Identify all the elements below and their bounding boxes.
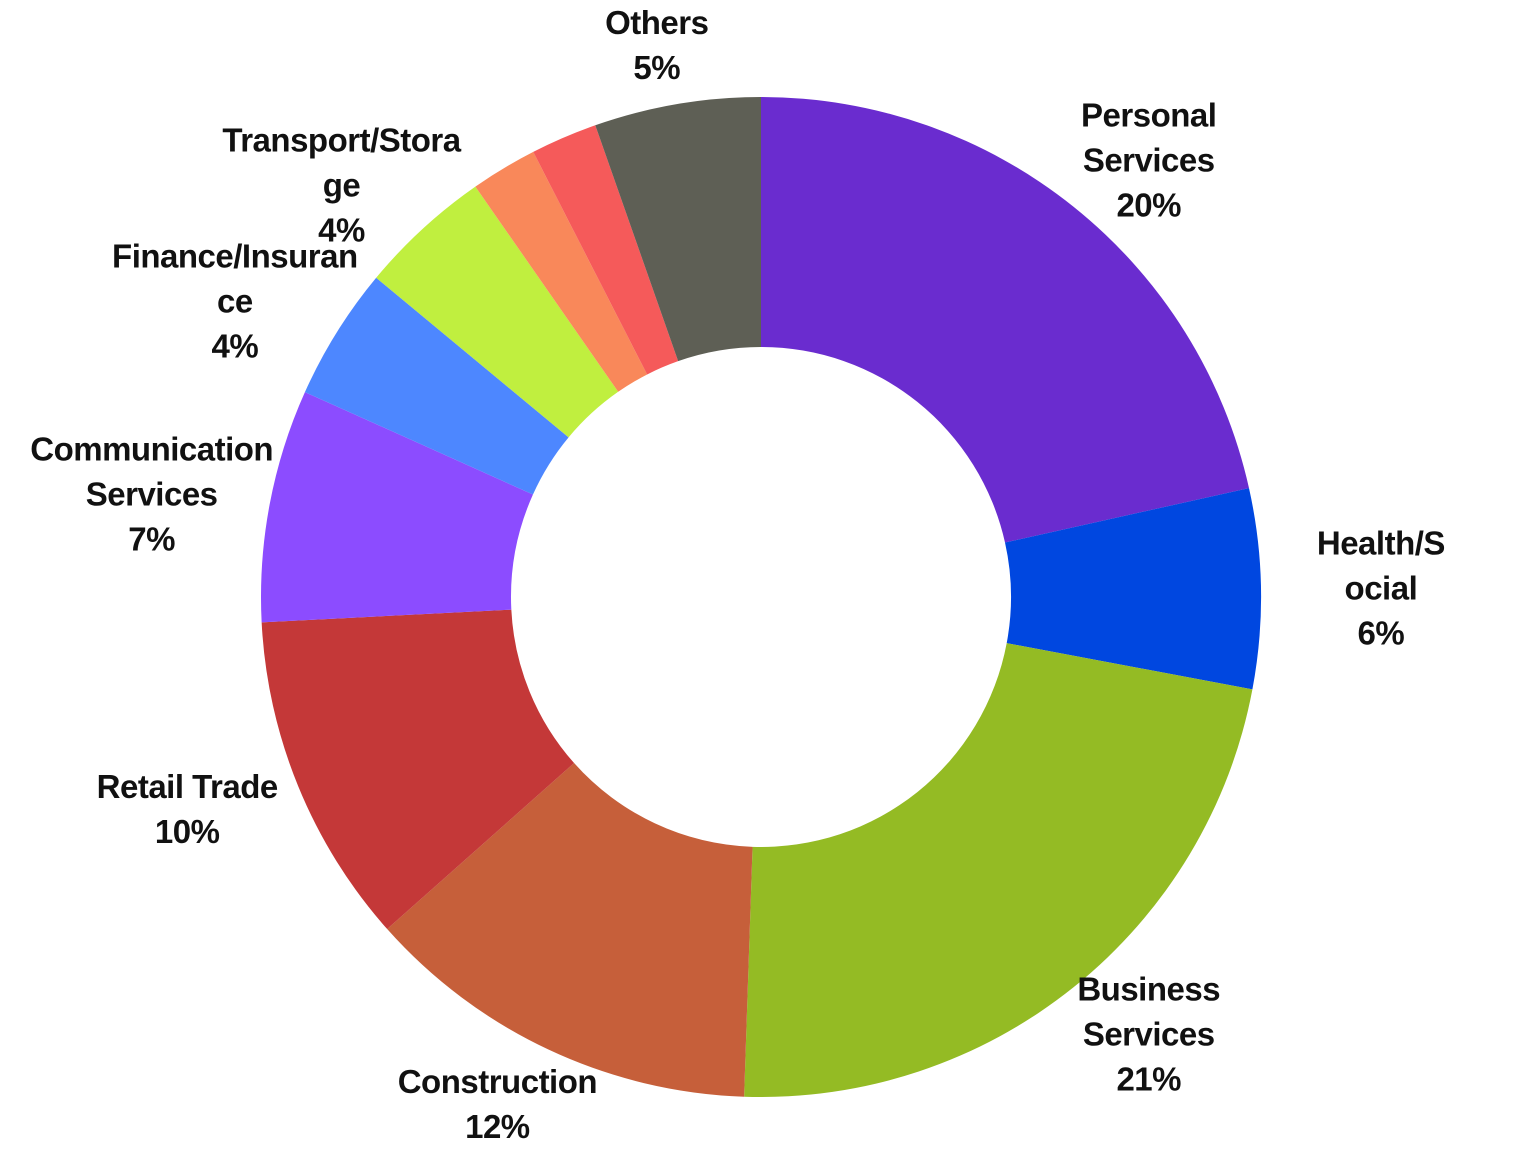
value-label: 4% (211, 327, 259, 365)
slice-label: Others 5% (605, 0, 709, 90)
value-label: 21% (1116, 1060, 1181, 1098)
slice-label: Construction 12% (397, 1059, 598, 1149)
category-label: Health/Social (1316, 524, 1446, 607)
category-label: Business Services (1077, 970, 1221, 1053)
value-label: 12% (465, 1107, 530, 1145)
category-label: Retail Trade (96, 768, 279, 806)
value-label: 20% (1116, 186, 1181, 224)
slice-label: Business Services 21% (1024, 966, 1274, 1101)
slice (475, 151, 648, 392)
slice-label: Personal Services 20% (1024, 93, 1274, 228)
category-label: Transport/Storage (222, 121, 461, 204)
slice (376, 186, 619, 438)
slice-label: Finance/Insurance 4% (110, 233, 360, 368)
slice (1004, 488, 1262, 690)
slice (744, 643, 1253, 1097)
category-label: Finance/Insurance (112, 237, 358, 320)
category-label: Personal Services (1081, 96, 1217, 179)
slice (595, 97, 761, 362)
slice (261, 392, 533, 623)
slice (533, 125, 679, 375)
value-label: 4% (318, 211, 365, 249)
slice-label: Health/Social 6% (1310, 520, 1451, 655)
value-label: 5% (633, 48, 681, 86)
category-label: Construction (397, 1062, 598, 1100)
slice-label: Retail Trade 10% (96, 764, 279, 854)
slice (387, 763, 753, 1097)
category-label: Communication Services (30, 430, 274, 513)
slice (261, 609, 575, 930)
value-label: 10% (154, 813, 220, 851)
slice (304, 277, 569, 495)
slice (761, 97, 1249, 543)
value-label: 6% (1357, 614, 1405, 652)
value-label: 7% (128, 520, 175, 558)
slice-label: Communication Services 7% (27, 426, 277, 561)
slice-label: Transport/Storage 4% (216, 117, 466, 252)
category-label: Others (605, 3, 709, 41)
